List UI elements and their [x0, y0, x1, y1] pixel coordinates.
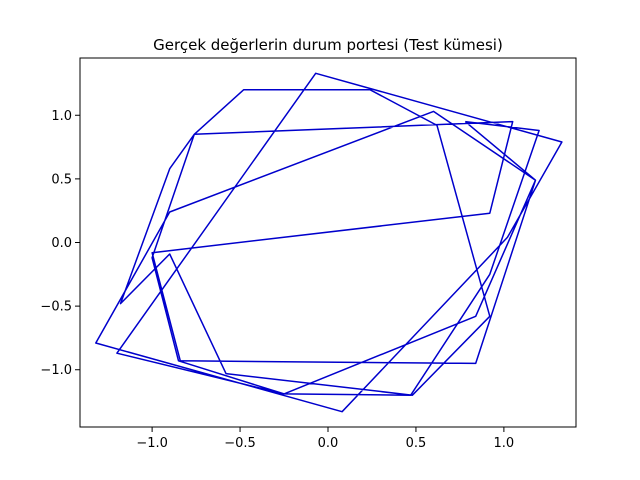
x-axis: −1.0 −0.5 0.0 0.5 1.0 [136, 427, 514, 451]
y-tick-label: 0.5 [51, 172, 72, 187]
y-axis: −1.0 −0.5 0.0 0.5 1.0 [40, 109, 80, 378]
x-tick-label: 0.5 [406, 436, 427, 451]
y-tick-label: −1.0 [40, 363, 72, 378]
x-tick-label: −0.5 [224, 436, 256, 451]
x-tick-label: −1.0 [136, 436, 168, 451]
series-line-0 [95, 72, 563, 413]
plot-lines [95, 72, 563, 413]
y-tick-label: 0.0 [51, 236, 72, 251]
chart-title: Gerçek değerlerin durum portesi (Test kü… [153, 36, 503, 54]
x-tick-label: 1.0 [494, 436, 515, 451]
y-tick-label: −0.5 [40, 300, 72, 315]
y-tick-label: 1.0 [51, 109, 72, 124]
x-tick-label: 0.0 [318, 436, 339, 451]
